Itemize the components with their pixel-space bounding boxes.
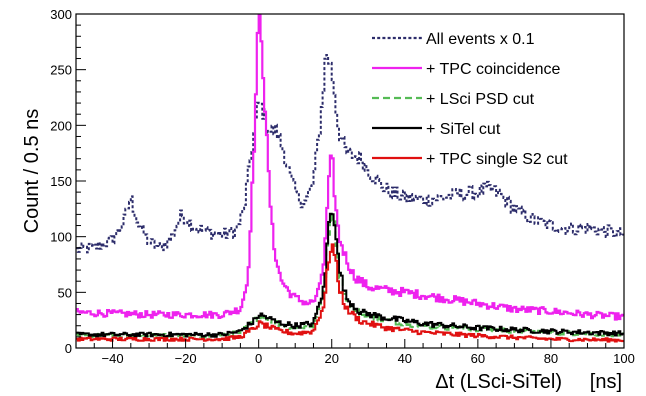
x-tick-label: 80	[544, 351, 558, 366]
x-tick-label: 0	[255, 351, 262, 366]
x-tick-label: −20	[175, 351, 197, 366]
y-tick-label: 0	[65, 341, 72, 356]
series-line-1	[76, 14, 624, 321]
x-tick-label: −40	[102, 351, 124, 366]
y-tick-label: 50	[58, 285, 72, 300]
y-axis-title: Count / 0.5 ns	[21, 109, 43, 234]
x-tick-label: 20	[324, 351, 338, 366]
y-tick-label: 200	[50, 118, 72, 133]
series-line-4	[76, 243, 624, 343]
ticks-layer: −40 −20 0 20 40 60 80 100 0 50 100 150 200 250 300	[50, 7, 635, 366]
x-tick-label: 100	[613, 351, 635, 366]
legend-label: + SiTel cut	[426, 121, 501, 138]
legend-label: + TPC single S2 cut	[426, 151, 568, 168]
legend-label: All events x 0.1	[426, 31, 535, 48]
y-tick-label: 300	[50, 7, 72, 22]
legend-label: + TPC coincidence	[426, 61, 561, 78]
x-tick-label: 40	[398, 351, 412, 366]
series-line-3	[76, 212, 624, 338]
legend: All events x 0.1 + TPC coincidence + LSci …	[372, 31, 568, 168]
legend-label: + LSci PSD cut	[426, 91, 535, 108]
y-tick-label: 250	[50, 63, 72, 78]
y-tick-label: 150	[50, 174, 72, 189]
series-line-2	[76, 214, 624, 339]
series-layer	[76, 14, 624, 343]
series-line-0	[76, 54, 624, 254]
x-axis-title: Δt (LSci-SiTel) [ns]	[435, 371, 622, 393]
y-tick-label: 100	[50, 230, 72, 245]
x-tick-label: 60	[471, 351, 485, 366]
